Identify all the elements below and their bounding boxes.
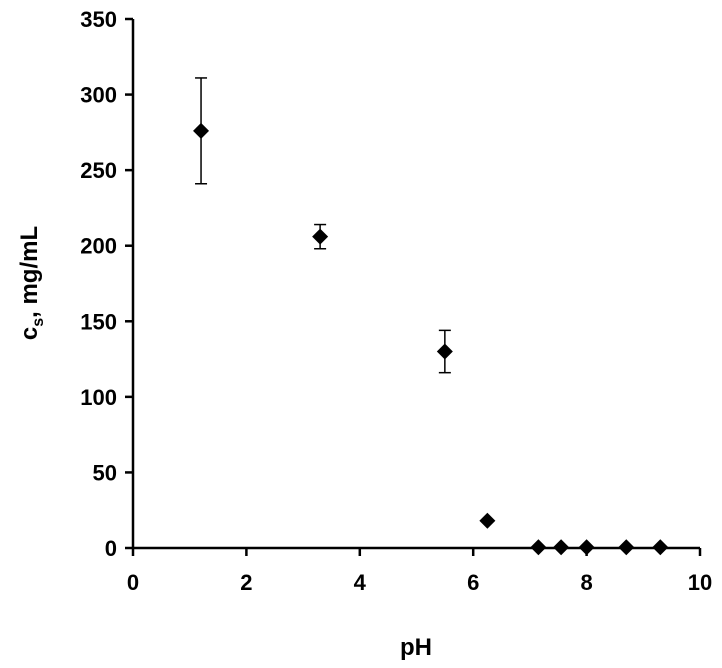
x-tick-label: 8	[580, 570, 592, 595]
x-tick-label: 0	[127, 570, 139, 595]
axes	[131, 19, 700, 550]
y-tick-label: 50	[93, 460, 117, 485]
data-point	[479, 512, 496, 529]
x-axis-title: pH	[400, 634, 432, 661]
y-tick-label: 100	[80, 385, 117, 410]
data-point	[652, 539, 669, 556]
data-point	[578, 539, 595, 556]
error-bars	[195, 77, 451, 374]
y-axis-title-main: c	[16, 327, 43, 340]
data-point	[618, 539, 635, 556]
y-tick-label: 350	[80, 7, 117, 32]
x-tick-label: 6	[467, 570, 479, 595]
data-point	[553, 539, 570, 556]
y-axis-title-subscript: s	[30, 318, 47, 327]
data-point	[193, 122, 210, 139]
y-axis-title-rest: , mg/mL	[16, 226, 43, 318]
y-tick-label: 250	[80, 158, 117, 183]
y-tick-label: 150	[80, 309, 117, 334]
data-markers	[193, 122, 669, 556]
y-ticks: 0 50 100 150 200 250 300 350	[80, 7, 133, 561]
x-tick-label: 2	[240, 570, 252, 595]
x-tick-label: 4	[354, 570, 367, 595]
x-tick-label: 10	[688, 570, 712, 595]
y-tick-label: 200	[80, 234, 117, 259]
data-point	[530, 539, 547, 556]
y-tick-label: 0	[105, 536, 117, 561]
y-axis-title: cs, mg/mL	[16, 226, 47, 340]
data-point	[436, 343, 453, 360]
x-ticks: 0 2 4 6 8 10	[127, 548, 712, 595]
y-tick-label: 300	[80, 83, 117, 108]
data-point	[312, 228, 329, 245]
